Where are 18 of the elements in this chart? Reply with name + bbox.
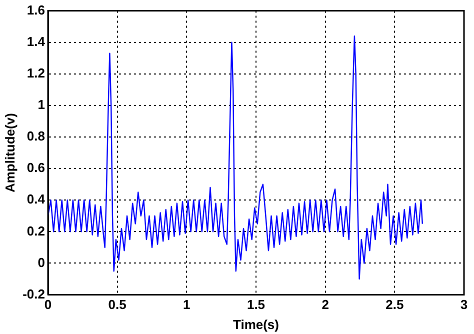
x-tick-label: 1 [183,297,190,312]
x-tick-label: 3 [460,297,468,312]
x-tick-label: 2.5 [386,297,404,312]
y-tick-label: 1 [38,97,45,112]
y-tick-label: 1.2 [26,65,45,80]
y-tick-label: 0.2 [26,223,45,238]
y-tick-label: 1.6 [26,2,45,18]
y-tick-label: 1.4 [26,34,46,49]
y-tick-label: 0.4 [26,192,46,207]
y-axis-title: Amplitude(v) [2,113,18,193]
x-tick-label: 2 [322,297,329,312]
y-tick-label: -0.2 [22,286,45,302]
y-tick-label: 0 [38,254,45,270]
y-tick-label: 0.6 [26,160,45,176]
x-axis-title: Time(s) [233,316,279,332]
y-tick-label: 0.8 [26,128,45,144]
x-tick-label: 1.5 [246,297,266,312]
x-tick-label: 0.5 [108,297,126,312]
